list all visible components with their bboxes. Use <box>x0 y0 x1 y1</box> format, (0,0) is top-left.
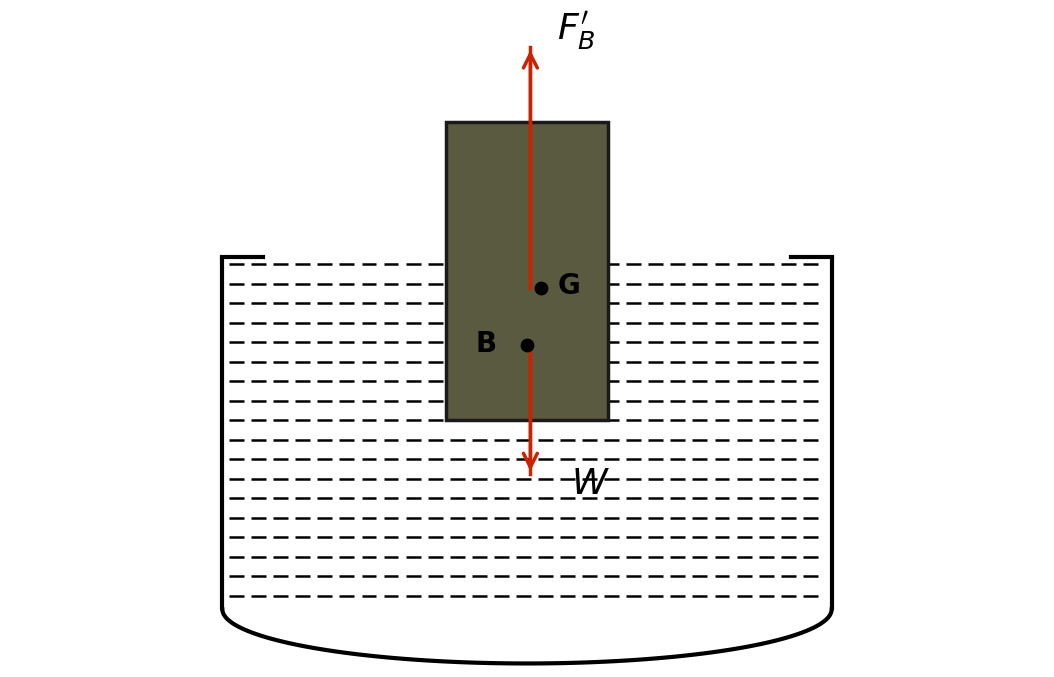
Point <box>532 282 549 293</box>
Text: G: G <box>558 271 580 300</box>
Point <box>519 340 535 351</box>
Text: $\mathit{F}_B'$: $\mathit{F}_B'$ <box>558 9 596 52</box>
Text: $\mathit{W}$: $\mathit{W}$ <box>571 467 610 501</box>
Text: B: B <box>475 330 496 358</box>
Bar <box>446 122 608 420</box>
